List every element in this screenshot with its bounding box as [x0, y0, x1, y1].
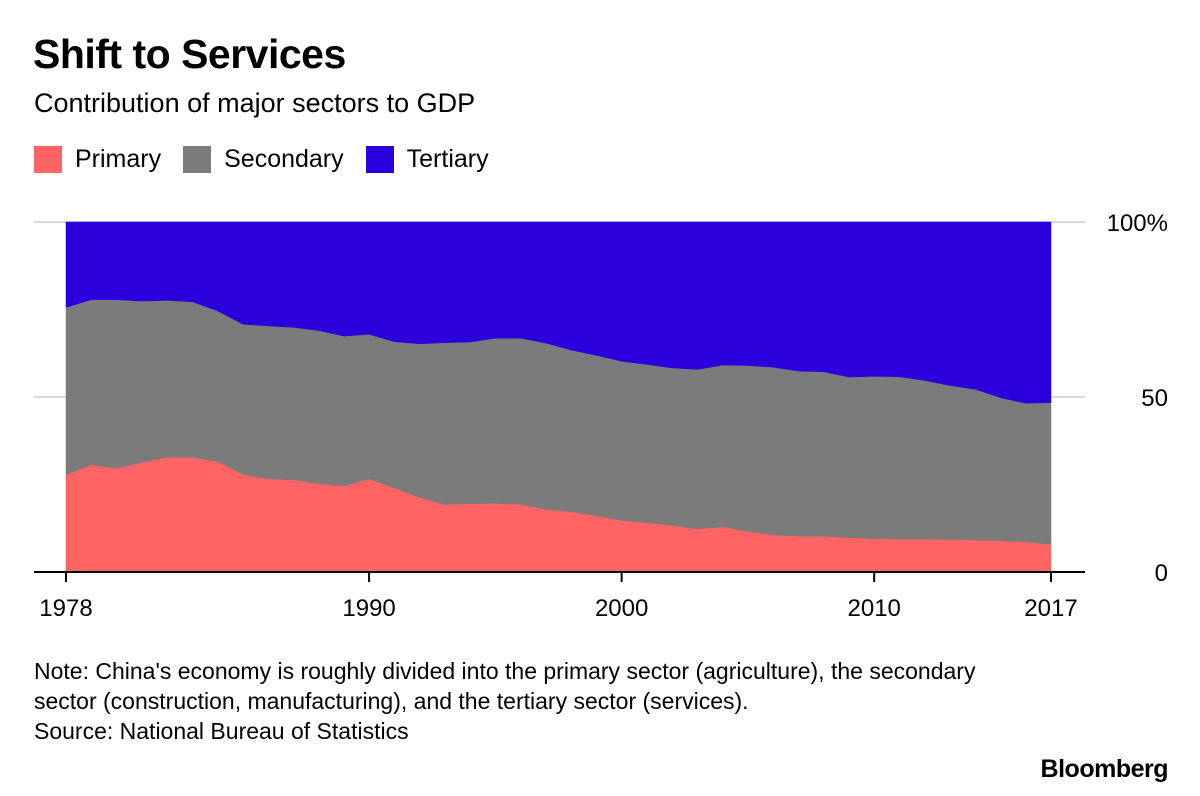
legend-label-tertiary: Tertiary: [406, 145, 489, 173]
y-tick-label-0: 0: [1155, 560, 1168, 587]
legend-swatch-primary: [34, 146, 62, 173]
y-tick-label-100: 100%: [1107, 210, 1168, 237]
legend-item-secondary: Secondary: [183, 146, 344, 173]
bloomberg-logo: Bloomberg: [1040, 755, 1169, 783]
legend: Primary Secondary Tertiary: [34, 146, 511, 173]
legend-label-primary: Primary: [75, 145, 162, 173]
x-tick-label-2017: 2017: [1024, 595, 1077, 622]
note-text: Note: China's economy is roughly divided…: [34, 658, 976, 714]
x-tick-label-2000: 2000: [595, 595, 648, 622]
axis-layer: 0 50 100% 1978 1990 2000 2010 2017: [34, 210, 1168, 622]
x-tick-label-2010: 2010: [848, 595, 901, 622]
legend-item-primary: Primary: [34, 146, 161, 173]
x-tick-label-1990: 1990: [342, 595, 395, 622]
x-tick-label-1978: 1978: [39, 595, 92, 622]
legend-swatch-tertiary: [365, 146, 394, 173]
y-tick-label-50: 50: [1141, 385, 1168, 412]
legend-label-secondary: Secondary: [224, 145, 344, 173]
chart-title: Shift to Services: [33, 31, 346, 77]
legend-swatch-secondary: [183, 146, 212, 173]
chart-subtitle: Contribution of major sectors to GDP: [34, 88, 476, 118]
area-layer: [65, 221, 1052, 573]
source-text: Source: National Bureau of Statistics: [34, 718, 409, 744]
area-tertiary: [65, 221, 1052, 404]
notes: Note: China's economy is roughly divided…: [34, 656, 994, 746]
stacked-area-chart: 0 50 100% 1978 1990 2000 2010 2017: [34, 210, 1168, 622]
legend-item-tertiary: Tertiary: [365, 145, 489, 173]
